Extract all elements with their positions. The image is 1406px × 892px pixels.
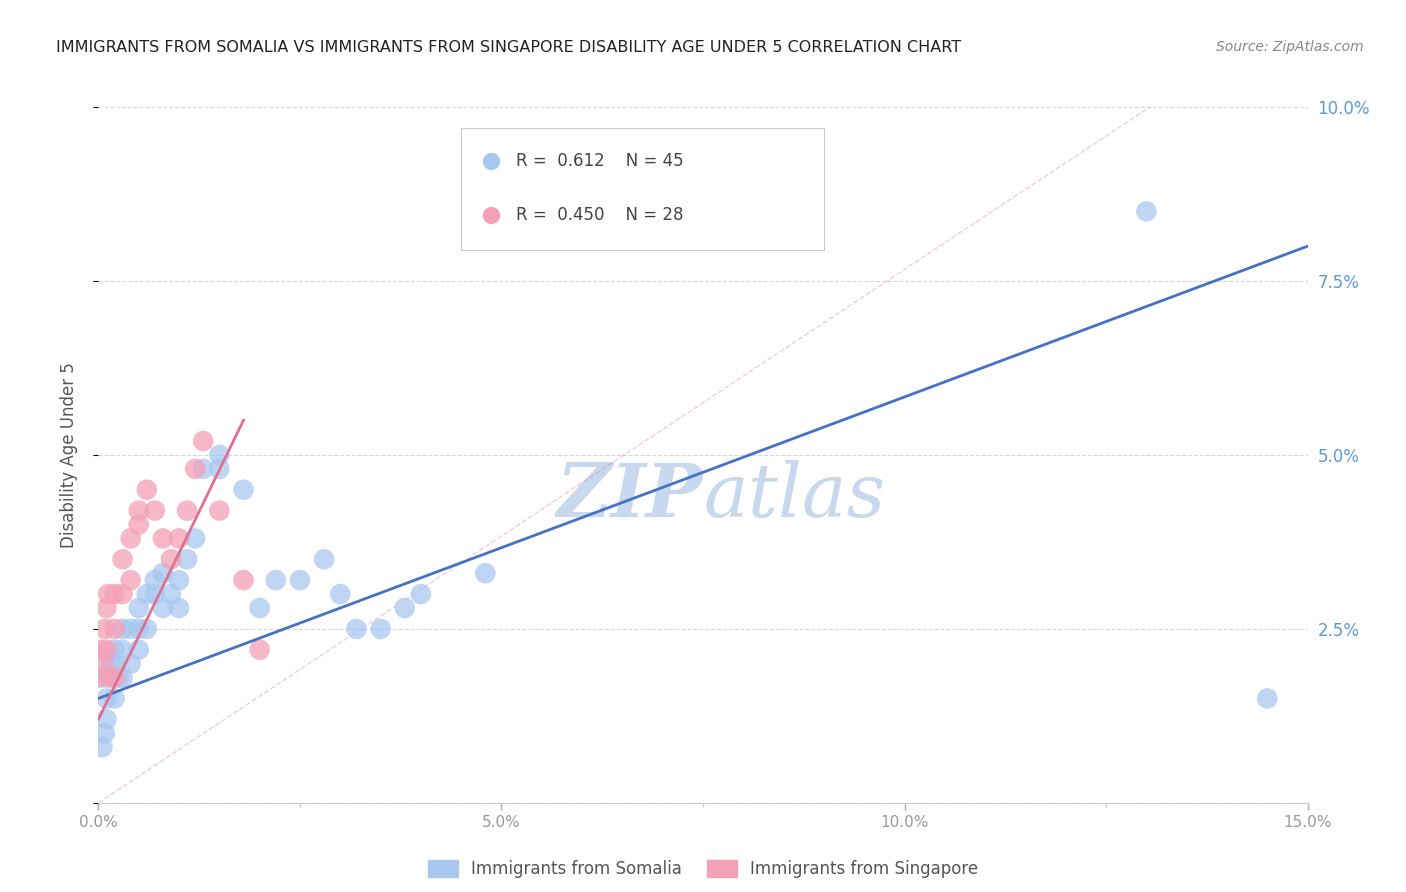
Point — [96, 712, 118, 726]
Point — [94, 622, 117, 636]
Y-axis label: Disability Age Under 5: Disability Age Under 5 — [59, 362, 77, 548]
Point — [208, 503, 231, 517]
Point — [143, 573, 166, 587]
Point — [89, 671, 111, 685]
Point — [96, 671, 118, 685]
Point — [184, 532, 207, 546]
Point — [152, 601, 174, 615]
Text: Source: ZipAtlas.com: Source: ZipAtlas.com — [1216, 40, 1364, 54]
Point — [409, 587, 432, 601]
Point — [96, 642, 118, 657]
Point — [111, 587, 134, 601]
Text: R =  0.450    N = 28: R = 0.450 N = 28 — [516, 206, 683, 224]
Point — [111, 622, 134, 636]
Text: atlas: atlas — [703, 460, 886, 533]
Point — [103, 642, 125, 657]
Point — [111, 642, 134, 657]
Point — [90, 642, 112, 657]
Point — [160, 552, 183, 566]
Point — [208, 448, 231, 462]
Point — [120, 573, 142, 587]
Point — [103, 657, 125, 671]
Point — [184, 462, 207, 476]
Point — [394, 601, 416, 615]
Point — [152, 532, 174, 546]
Point — [167, 573, 190, 587]
Point — [128, 517, 150, 532]
Point — [176, 503, 198, 517]
Point — [329, 587, 352, 601]
Point — [474, 566, 496, 581]
Point — [249, 601, 271, 615]
Point — [103, 587, 125, 601]
Point — [128, 642, 150, 657]
Point — [120, 622, 142, 636]
Text: IMMIGRANTS FROM SOMALIA VS IMMIGRANTS FROM SINGAPORE DISABILITY AGE UNDER 5 CORR: IMMIGRANTS FROM SOMALIA VS IMMIGRANTS FR… — [56, 40, 962, 55]
Point — [1256, 691, 1278, 706]
Point — [1135, 204, 1157, 219]
Point — [288, 573, 311, 587]
Point — [167, 601, 190, 615]
Point — [314, 552, 336, 566]
Point — [103, 691, 125, 706]
Point — [96, 601, 118, 615]
Point — [160, 587, 183, 601]
Text: R =  0.612    N = 45: R = 0.612 N = 45 — [516, 153, 683, 170]
Point — [128, 622, 150, 636]
Point — [249, 642, 271, 657]
Point — [143, 503, 166, 517]
Point — [96, 691, 118, 706]
FancyBboxPatch shape — [461, 128, 824, 250]
Legend: Immigrants from Somalia, Immigrants from Singapore: Immigrants from Somalia, Immigrants from… — [420, 854, 986, 885]
Point — [107, 671, 129, 685]
Point — [232, 573, 254, 587]
Point — [264, 573, 287, 587]
Point — [111, 552, 134, 566]
Text: ZIP: ZIP — [557, 460, 703, 533]
Point — [152, 566, 174, 581]
Point — [100, 657, 122, 671]
Point — [111, 671, 134, 685]
Point — [128, 601, 150, 615]
Point — [143, 587, 166, 601]
Point — [208, 462, 231, 476]
Point — [370, 622, 392, 636]
Point — [135, 622, 157, 636]
Point — [193, 462, 215, 476]
Point — [97, 587, 120, 601]
Point — [91, 740, 114, 755]
Point — [176, 552, 198, 566]
Point — [167, 532, 190, 546]
Point — [193, 434, 215, 448]
Point — [100, 671, 122, 685]
Point — [232, 483, 254, 497]
Point — [120, 532, 142, 546]
Point — [344, 622, 367, 636]
Point — [128, 503, 150, 517]
Point — [103, 622, 125, 636]
Point — [120, 657, 142, 671]
Point — [135, 587, 157, 601]
Point — [94, 726, 117, 740]
Point — [91, 657, 114, 671]
Point — [103, 671, 125, 685]
Point — [135, 483, 157, 497]
